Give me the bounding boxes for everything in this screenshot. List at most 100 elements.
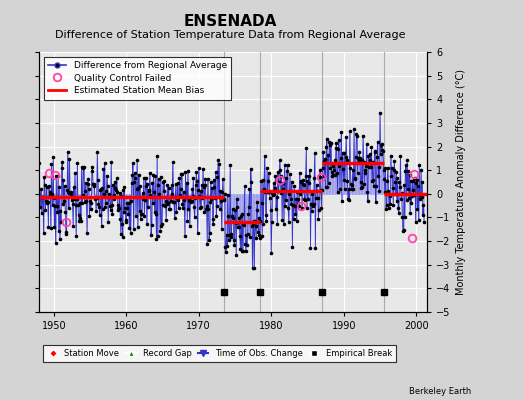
Point [112, 187, 120, 193]
Point [145, 186, 153, 193]
Point [196, 188, 205, 194]
Point [407, 200, 416, 206]
Point [228, 206, 237, 212]
Point [366, 151, 375, 157]
Point [322, 144, 331, 150]
Point [289, 216, 298, 222]
Point [386, 201, 395, 207]
Point [370, 148, 379, 154]
Point [68, 200, 77, 207]
Point [332, 139, 341, 146]
Point [149, 199, 157, 206]
Point [230, 237, 238, 244]
Point [60, 198, 68, 204]
Point [353, 170, 362, 176]
Point [45, 183, 53, 190]
Point [281, 174, 290, 181]
Point [352, 131, 361, 137]
Point [374, 173, 383, 180]
Point [383, 177, 391, 184]
Point [126, 194, 134, 200]
Point [69, 223, 78, 229]
Point [394, 205, 402, 211]
Point [348, 167, 357, 173]
Point [253, 199, 261, 205]
Point [347, 186, 356, 192]
Point [242, 232, 250, 238]
Point [369, 176, 377, 183]
Point [372, 182, 380, 189]
Point [355, 157, 363, 163]
Point [394, 175, 402, 182]
Point [402, 162, 410, 168]
Point [278, 217, 286, 224]
Point [204, 206, 213, 212]
Point [247, 179, 256, 186]
Point [36, 204, 44, 210]
Point [48, 202, 57, 208]
Point [142, 183, 150, 189]
Point [41, 207, 50, 213]
Point [328, 173, 336, 179]
Point [363, 141, 371, 147]
Point [349, 186, 357, 192]
Point [46, 192, 54, 198]
Point [90, 183, 98, 190]
Point [341, 186, 349, 192]
Point [131, 174, 139, 181]
Point [234, 224, 243, 231]
Point [87, 200, 95, 206]
Point [329, 171, 337, 178]
Point [81, 188, 90, 194]
Point [38, 194, 47, 200]
Point [198, 194, 206, 201]
Point [91, 194, 99, 201]
Point [190, 204, 198, 210]
Point [141, 175, 150, 181]
Point [184, 206, 193, 212]
Point [225, 231, 234, 238]
Point [206, 199, 214, 205]
Point [291, 211, 300, 217]
Point [323, 136, 331, 142]
Point [102, 200, 110, 206]
Point [173, 180, 182, 186]
Point [245, 186, 254, 192]
Point [311, 245, 320, 251]
Point [350, 126, 358, 133]
Point [418, 178, 427, 185]
Point [166, 206, 174, 212]
Point [316, 186, 325, 193]
Point [157, 174, 165, 180]
Point [398, 190, 406, 196]
Point [168, 190, 177, 197]
Point [100, 160, 108, 166]
Point [82, 198, 91, 204]
Point [226, 162, 234, 168]
Point [57, 218, 65, 225]
Point [266, 207, 275, 214]
Point [62, 230, 71, 237]
Point [213, 174, 222, 180]
Point [399, 226, 408, 233]
Point [380, 176, 388, 182]
Point [303, 178, 312, 184]
Point [268, 219, 276, 225]
Point [268, 190, 277, 196]
Point [284, 205, 292, 211]
Point [49, 153, 58, 160]
Point [316, 167, 324, 173]
Point [143, 221, 151, 227]
Point [104, 219, 112, 225]
Point [153, 153, 161, 159]
Point [141, 197, 149, 203]
Point [254, 229, 262, 235]
Point [244, 231, 252, 237]
Point [61, 209, 70, 216]
Point [169, 198, 178, 205]
Point [134, 184, 143, 191]
Point [252, 223, 260, 230]
Point [138, 210, 146, 217]
Point [261, 188, 269, 195]
Point [101, 203, 110, 210]
